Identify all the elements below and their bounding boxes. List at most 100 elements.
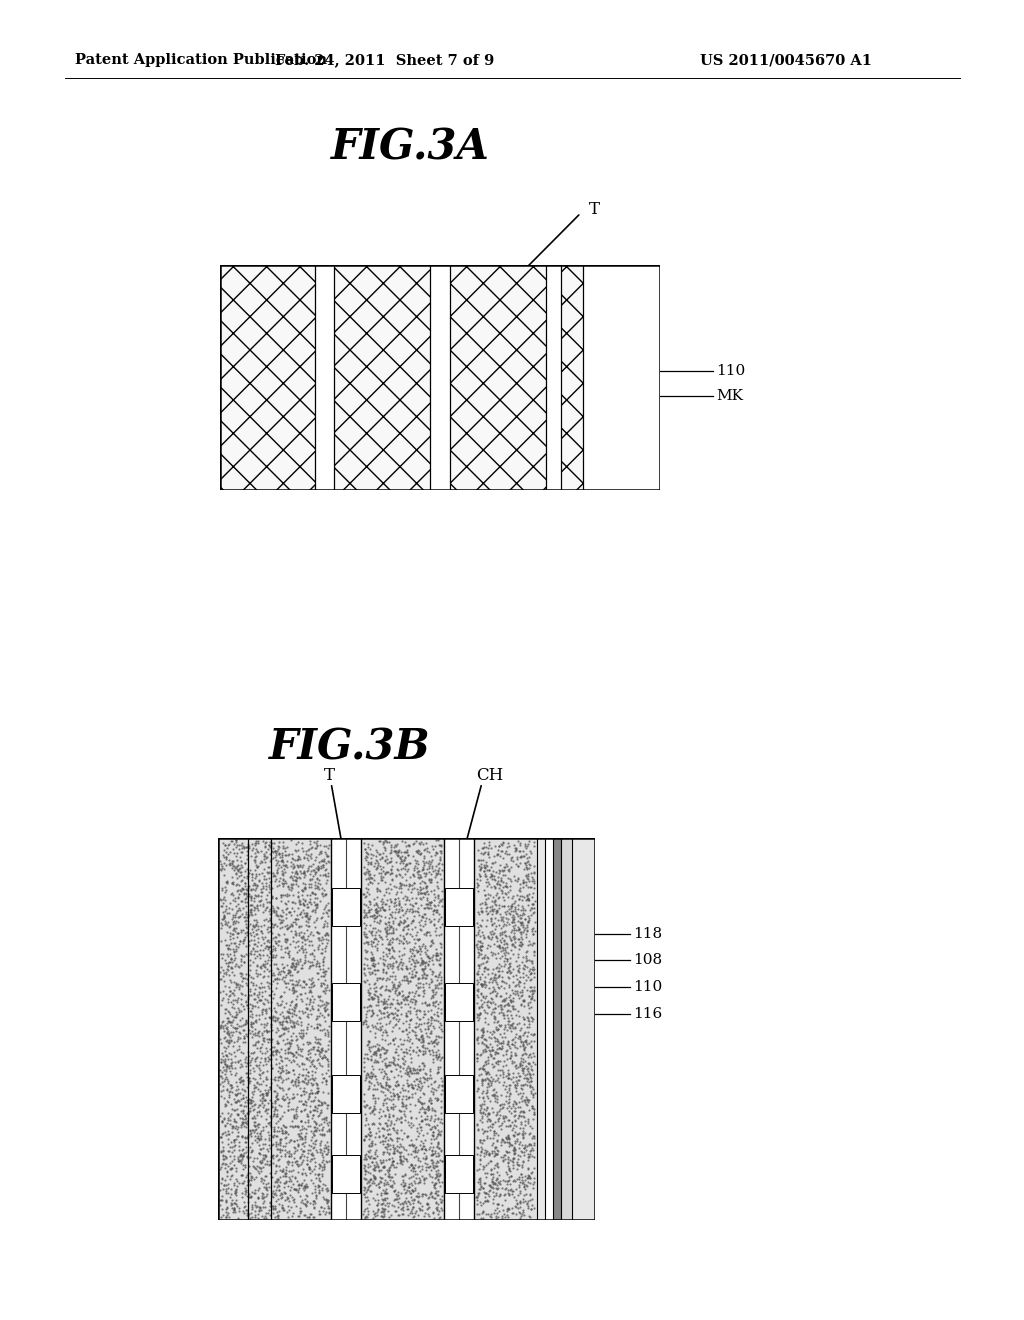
Point <box>229 1147 246 1168</box>
Point <box>215 1011 231 1032</box>
Point <box>476 1156 493 1177</box>
Point <box>387 898 403 919</box>
Point <box>413 1139 429 1160</box>
Point <box>304 900 321 921</box>
Point <box>290 886 306 907</box>
Point <box>291 1155 307 1176</box>
Point <box>415 1093 431 1114</box>
Point <box>390 843 407 865</box>
Point <box>315 884 332 906</box>
Point <box>290 1205 306 1226</box>
Point <box>512 921 528 942</box>
Point <box>238 853 254 874</box>
Point <box>512 972 528 993</box>
Point <box>497 876 513 898</box>
Point <box>299 903 315 924</box>
Point <box>364 1061 380 1082</box>
Point <box>270 1089 287 1110</box>
Point <box>225 949 242 970</box>
Point <box>384 978 400 999</box>
Point <box>432 834 449 855</box>
Point <box>219 921 236 942</box>
Point <box>365 946 381 968</box>
Point <box>271 917 288 939</box>
Point <box>432 847 449 869</box>
Point <box>502 1134 518 1155</box>
Text: MK: MK <box>716 388 743 403</box>
Point <box>264 970 281 991</box>
Point <box>288 1101 304 1122</box>
Point <box>286 1106 302 1127</box>
Point <box>274 1114 291 1135</box>
Point <box>251 1094 267 1115</box>
Point <box>433 1068 450 1089</box>
Point <box>375 1123 391 1144</box>
Point <box>273 846 290 867</box>
Point <box>253 999 269 1020</box>
Point <box>294 970 310 991</box>
Point <box>247 1093 263 1114</box>
Point <box>360 1031 377 1052</box>
Point <box>488 1089 505 1110</box>
Point <box>501 1184 517 1205</box>
Point <box>472 1130 488 1151</box>
Point <box>411 929 427 950</box>
Point <box>261 1176 278 1197</box>
Point <box>526 1104 543 1125</box>
Point <box>496 1107 512 1129</box>
Point <box>229 849 246 870</box>
Point <box>427 1177 443 1199</box>
Point <box>309 937 326 958</box>
Point <box>506 981 522 1002</box>
Point <box>232 1001 249 1022</box>
Point <box>417 903 433 924</box>
Point <box>230 906 247 927</box>
Point <box>222 1011 239 1032</box>
Point <box>372 911 388 932</box>
Point <box>294 907 310 928</box>
Point <box>520 1123 537 1144</box>
Point <box>399 1064 416 1085</box>
Point <box>376 1048 392 1069</box>
Point <box>505 965 521 986</box>
Point <box>482 1022 499 1043</box>
Point <box>283 1170 299 1191</box>
Point <box>430 830 446 851</box>
Point <box>520 830 537 851</box>
Point <box>319 845 336 866</box>
Point <box>237 907 253 928</box>
Point <box>431 916 447 937</box>
Point <box>511 954 527 975</box>
Point <box>511 972 527 993</box>
Point <box>434 1151 451 1172</box>
Point <box>283 1003 299 1024</box>
Point <box>482 923 499 944</box>
Point <box>477 977 494 998</box>
Point <box>294 1129 310 1150</box>
Point <box>299 847 315 869</box>
Point <box>375 1142 391 1163</box>
Point <box>296 1118 312 1139</box>
Point <box>380 1196 396 1217</box>
Point <box>479 887 496 908</box>
Point <box>469 993 485 1014</box>
Point <box>400 890 417 911</box>
Point <box>392 851 409 873</box>
Point <box>406 958 422 979</box>
Point <box>318 1188 335 1209</box>
Point <box>274 957 291 978</box>
Point <box>245 916 261 937</box>
Point <box>221 1011 238 1032</box>
Point <box>316 865 333 886</box>
Point <box>308 1078 325 1100</box>
Point <box>213 908 229 929</box>
Point <box>282 1168 298 1189</box>
Bar <box>331 838 361 1220</box>
Point <box>434 1076 451 1097</box>
Point <box>275 1181 292 1203</box>
Point <box>500 1151 516 1172</box>
Point <box>301 958 317 979</box>
Point <box>251 1163 267 1184</box>
Point <box>219 903 236 924</box>
Point <box>257 1100 273 1121</box>
